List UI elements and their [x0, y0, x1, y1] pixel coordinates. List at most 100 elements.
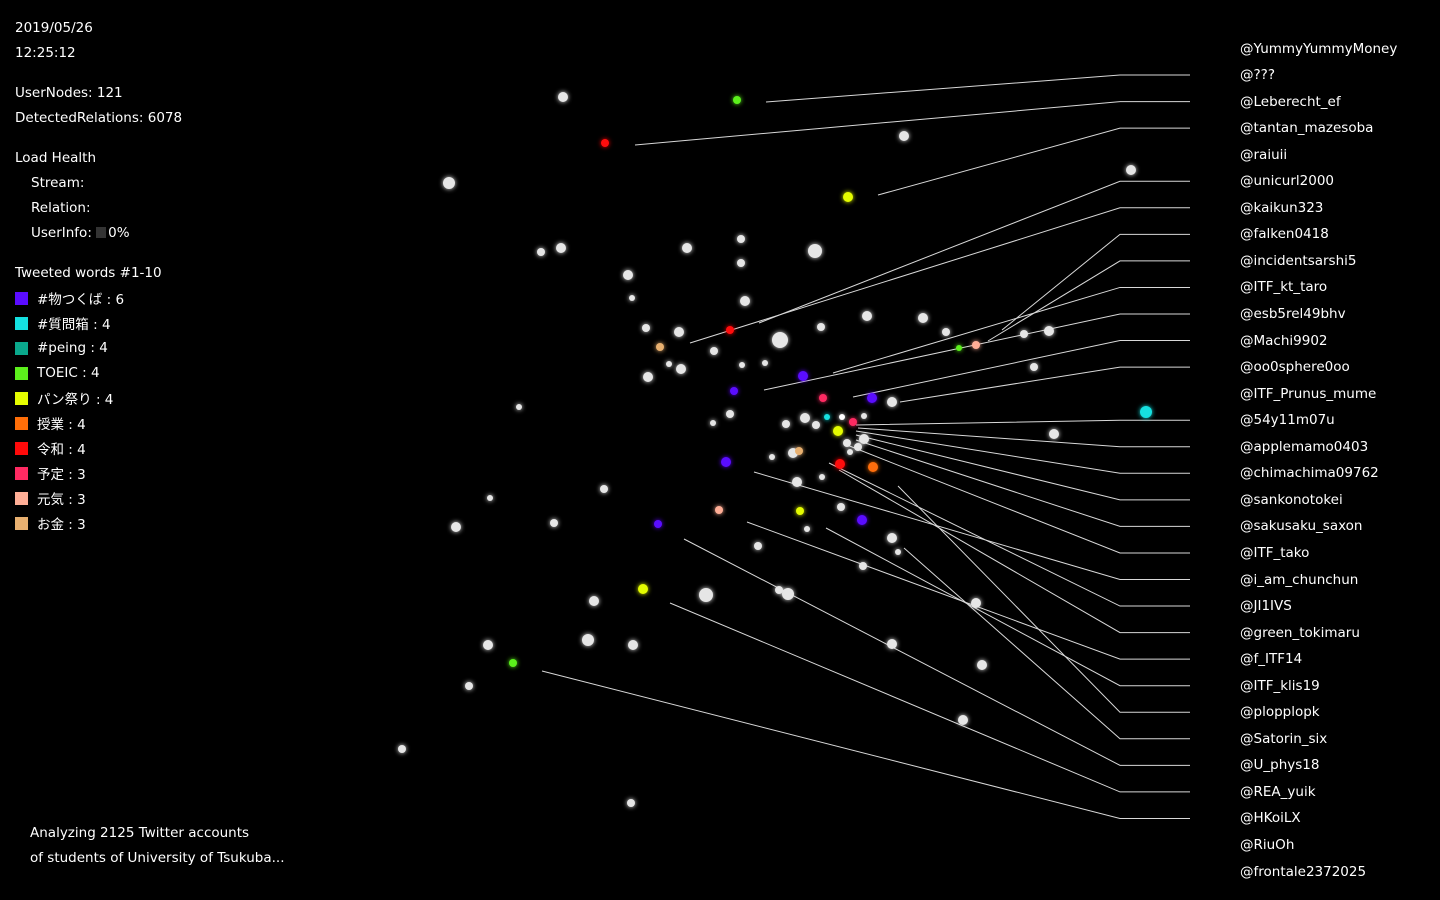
- twitter-handle[interactable]: @sakusaku_saxon: [1240, 518, 1363, 535]
- user-node[interactable]: [465, 682, 473, 690]
- user-node[interactable]: [674, 327, 684, 337]
- twitter-handle[interactable]: @ITF_Prunus_mume: [1240, 385, 1377, 402]
- user-node[interactable]: [861, 413, 867, 419]
- user-node[interactable]: [537, 248, 545, 256]
- user-node[interactable]: [772, 332, 788, 348]
- user-node[interactable]: [740, 296, 750, 306]
- user-node[interactable]: [942, 328, 950, 336]
- user-node[interactable]: [775, 586, 783, 594]
- twitter-handle[interactable]: @???: [1240, 67, 1275, 84]
- user-node[interactable]: [782, 420, 790, 428]
- user-node[interactable]: [642, 324, 650, 332]
- user-node[interactable]: [487, 495, 493, 501]
- twitter-handle[interactable]: @i_am_chunchun: [1240, 571, 1359, 588]
- user-node[interactable]: [1030, 363, 1038, 371]
- twitter-handle[interactable]: @plopplopk: [1240, 704, 1320, 721]
- user-node[interactable]: [769, 454, 775, 460]
- user-node[interactable]: [867, 393, 877, 403]
- twitter-handle[interactable]: @applemamo0403: [1240, 438, 1369, 455]
- user-node[interactable]: [682, 243, 692, 253]
- user-node[interactable]: [795, 447, 803, 455]
- user-node[interactable]: [733, 96, 741, 104]
- user-node[interactable]: [726, 326, 734, 334]
- user-node[interactable]: [516, 404, 522, 410]
- user-node[interactable]: [819, 394, 827, 402]
- twitter-handle[interactable]: @YummyYummyMoney: [1240, 40, 1398, 57]
- user-node[interactable]: [710, 420, 716, 426]
- twitter-handle[interactable]: @unicurl2000: [1240, 173, 1334, 190]
- user-node[interactable]: [762, 360, 768, 366]
- user-node[interactable]: [835, 459, 845, 469]
- twitter-handle[interactable]: @Satorin_six: [1240, 730, 1328, 747]
- twitter-handle[interactable]: @green_tokimaru: [1240, 624, 1360, 641]
- twitter-handle[interactable]: @ITF_klis19: [1240, 677, 1320, 694]
- twitter-handle[interactable]: @ITF_tako: [1240, 544, 1310, 561]
- user-node[interactable]: [699, 588, 713, 602]
- user-node[interactable]: [798, 371, 808, 381]
- twitter-handle[interactable]: @chimachima09762: [1240, 465, 1379, 482]
- user-node[interactable]: [737, 259, 745, 267]
- twitter-handle[interactable]: @falken0418: [1240, 226, 1329, 243]
- twitter-handle[interactable]: @tantan_mazesoba: [1240, 120, 1374, 137]
- user-node[interactable]: [1126, 165, 1136, 175]
- user-node[interactable]: [654, 520, 662, 528]
- user-node[interactable]: [817, 323, 825, 331]
- user-node[interactable]: [792, 477, 802, 487]
- twitter-handle[interactable]: @oo0sphere0oo: [1240, 359, 1350, 376]
- twitter-handle[interactable]: @kaikun323: [1240, 199, 1324, 216]
- user-node[interactable]: [833, 426, 843, 436]
- twitter-handle[interactable]: @JI1IVS: [1240, 598, 1292, 615]
- user-node[interactable]: [849, 418, 857, 426]
- user-node[interactable]: [721, 457, 731, 467]
- user-node[interactable]: [859, 434, 869, 444]
- user-node[interactable]: [958, 715, 968, 725]
- twitter-handle[interactable]: @Machi9902: [1240, 332, 1328, 349]
- user-node[interactable]: [558, 92, 568, 102]
- twitter-handle[interactable]: @REA_yuik: [1240, 783, 1316, 800]
- user-node[interactable]: [1020, 330, 1028, 338]
- user-node[interactable]: [582, 634, 594, 646]
- user-node[interactable]: [824, 414, 830, 420]
- user-node[interactable]: [887, 533, 897, 543]
- user-node[interactable]: [918, 313, 928, 323]
- user-node[interactable]: [730, 387, 738, 395]
- user-node[interactable]: [812, 421, 820, 429]
- user-node[interactable]: [837, 503, 845, 511]
- user-node[interactable]: [398, 745, 406, 753]
- user-node[interactable]: [859, 562, 867, 570]
- twitter-handle[interactable]: @Leberecht_ef: [1240, 93, 1341, 110]
- user-node[interactable]: [887, 639, 897, 649]
- twitter-handle[interactable]: @f_ITF14: [1240, 651, 1303, 668]
- user-node[interactable]: [556, 243, 566, 253]
- user-node[interactable]: [819, 474, 825, 480]
- user-node[interactable]: [956, 345, 962, 351]
- user-node[interactable]: [782, 588, 794, 600]
- user-node[interactable]: [843, 439, 851, 447]
- twitter-handle[interactable]: @sankonotokei: [1240, 491, 1343, 508]
- user-node[interactable]: [972, 341, 980, 349]
- user-node[interactable]: [483, 640, 493, 650]
- user-node[interactable]: [739, 362, 745, 368]
- user-node[interactable]: [737, 235, 745, 243]
- user-node[interactable]: [854, 443, 862, 451]
- user-node[interactable]: [971, 598, 981, 608]
- user-node[interactable]: [550, 519, 558, 527]
- user-node[interactable]: [589, 596, 599, 606]
- user-node[interactable]: [804, 526, 810, 532]
- user-node[interactable]: [451, 522, 461, 532]
- twitter-handle[interactable]: @esb5rel49bhv: [1240, 306, 1346, 322]
- user-node[interactable]: [847, 449, 853, 455]
- user-node[interactable]: [808, 244, 822, 258]
- user-node[interactable]: [868, 462, 878, 472]
- user-node[interactable]: [726, 410, 734, 418]
- user-node[interactable]: [862, 311, 872, 321]
- user-node[interactable]: [623, 270, 633, 280]
- user-node[interactable]: [600, 485, 608, 493]
- user-node[interactable]: [843, 192, 853, 202]
- twitter-handle[interactable]: @U_phys18: [1240, 757, 1320, 774]
- user-node[interactable]: [754, 542, 762, 550]
- user-node[interactable]: [1049, 429, 1059, 439]
- user-node[interactable]: [628, 640, 638, 650]
- twitter-handle[interactable]: @raiuii: [1240, 146, 1288, 163]
- user-node[interactable]: [627, 799, 635, 807]
